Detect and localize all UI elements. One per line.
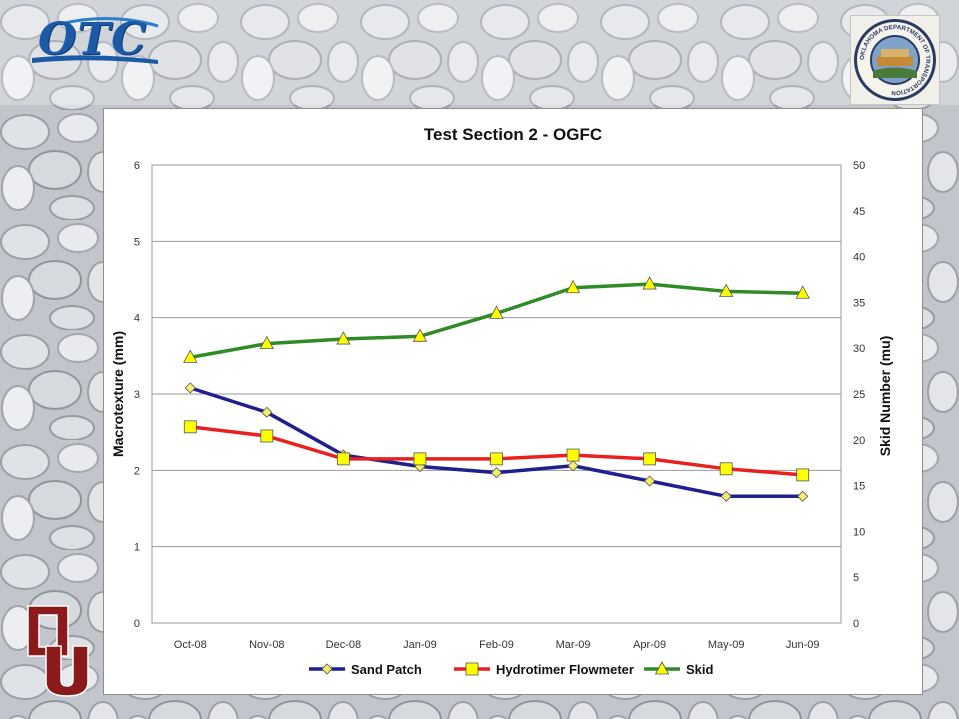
legend-label: Hydrotimer Flowmeter bbox=[496, 662, 634, 677]
x-tick-label: Jan-09 bbox=[403, 639, 437, 651]
legend-swatch-marker bbox=[321, 663, 333, 675]
legend-swatch-marker bbox=[465, 662, 479, 676]
data-point bbox=[719, 462, 733, 476]
grid bbox=[151, 164, 842, 624]
legend: Sand Patch Hydrotimer Flowmeter Skid bbox=[309, 661, 714, 677]
series-line bbox=[189, 282, 803, 360]
y-tick-label: 5 bbox=[134, 236, 140, 248]
legend-item: Hydrotimer Flowmeter bbox=[454, 662, 634, 677]
data-point bbox=[490, 452, 503, 466]
y-tick-label: 4 bbox=[134, 313, 140, 325]
x-tick-label: Dec-08 bbox=[326, 639, 361, 651]
series-sand-patch bbox=[184, 382, 809, 502]
data-point bbox=[336, 331, 351, 345]
y-tick-label: 6 bbox=[134, 160, 140, 172]
legend-item: Sand Patch bbox=[309, 662, 422, 677]
data-point bbox=[644, 475, 656, 487]
x-tick-label: Feb-09 bbox=[479, 639, 514, 651]
x-tick-label: Nov-08 bbox=[249, 639, 284, 651]
data-point bbox=[797, 490, 809, 502]
legend-label: Skid bbox=[686, 662, 714, 677]
data-point bbox=[490, 467, 503, 479]
otc-logo: OTC bbox=[30, 14, 160, 70]
x-axis-ticks: Oct-08 Nov-08 Dec-08 Jan-09 Feb-09 Mar-09 Apr-… bbox=[174, 639, 820, 651]
y2-tick-label: 30 bbox=[853, 343, 865, 355]
data-point bbox=[643, 452, 657, 466]
odot-seal-logo: OKLAHOMA DEPARTMENT OF TRANSPORTATION bbox=[850, 15, 940, 105]
data-point bbox=[796, 468, 810, 482]
y2-tick-label: 35 bbox=[853, 297, 865, 309]
y2-tick-label: 5 bbox=[853, 572, 859, 584]
ou-logo-icon bbox=[27, 605, 89, 697]
series-group bbox=[183, 276, 810, 502]
y-tick-label: 0 bbox=[134, 618, 140, 630]
x-tick-label: May-09 bbox=[708, 639, 745, 651]
legend-label: Sand Patch bbox=[351, 662, 422, 677]
left-axis-ticks: 0 1 2 3 4 5 6 bbox=[134, 160, 140, 630]
x-tick-label: Jun-09 bbox=[786, 639, 820, 651]
data-point bbox=[260, 429, 274, 443]
ou-logo bbox=[22, 602, 100, 698]
y2-axis-title: Skid Number (mu) bbox=[877, 336, 893, 457]
x-tick-label: Apr-09 bbox=[633, 639, 666, 651]
y2-tick-label: 10 bbox=[853, 526, 865, 538]
data-point bbox=[183, 349, 198, 363]
data-point bbox=[413, 452, 427, 466]
legend-swatch-marker bbox=[654, 661, 670, 675]
chart-title: Test Section 2 - OGFC bbox=[424, 125, 602, 144]
data-point bbox=[183, 420, 197, 434]
data-point bbox=[642, 276, 657, 290]
otc-swoosh-icon bbox=[32, 16, 159, 64]
data-point bbox=[567, 460, 579, 472]
data-point bbox=[261, 406, 273, 418]
y2-tick-label: 25 bbox=[853, 389, 865, 401]
data-point bbox=[718, 283, 734, 297]
series-skid bbox=[183, 276, 810, 363]
y-tick-label: 1 bbox=[134, 542, 140, 554]
y2-tick-label: 15 bbox=[853, 481, 865, 493]
data-point bbox=[720, 490, 732, 502]
data-point bbox=[489, 305, 504, 319]
data-point bbox=[566, 448, 580, 462]
data-point bbox=[184, 382, 196, 394]
y2-tick-label: 40 bbox=[853, 252, 865, 264]
series-hydrotimer-flowmeter bbox=[183, 420, 810, 482]
right-axis-ticks: 0 5 10 15 20 25 30 35 40 45 50 bbox=[853, 160, 865, 630]
x-tick-label: Oct-08 bbox=[174, 639, 207, 651]
legend-item: Skid bbox=[644, 661, 714, 677]
x-tick-label: Mar-09 bbox=[556, 639, 591, 651]
y2-tick-label: 0 bbox=[853, 618, 859, 630]
data-point bbox=[259, 335, 275, 350]
odot-seal-icon: OKLAHOMA DEPARTMENT OF TRANSPORTATION bbox=[854, 19, 936, 101]
otc-logo-text: OTC bbox=[38, 14, 148, 65]
data-point bbox=[412, 328, 428, 342]
y-tick-label: 2 bbox=[134, 465, 140, 477]
y2-tick-label: 45 bbox=[853, 206, 865, 218]
y2-tick-label: 20 bbox=[853, 435, 865, 447]
y-tick-label: 3 bbox=[134, 389, 140, 401]
data-point bbox=[336, 452, 350, 466]
data-point bbox=[795, 285, 810, 299]
y2-tick-label: 50 bbox=[853, 160, 865, 172]
data-point bbox=[565, 279, 581, 294]
y-axis-title: Macrotexture (mm) bbox=[110, 331, 126, 457]
